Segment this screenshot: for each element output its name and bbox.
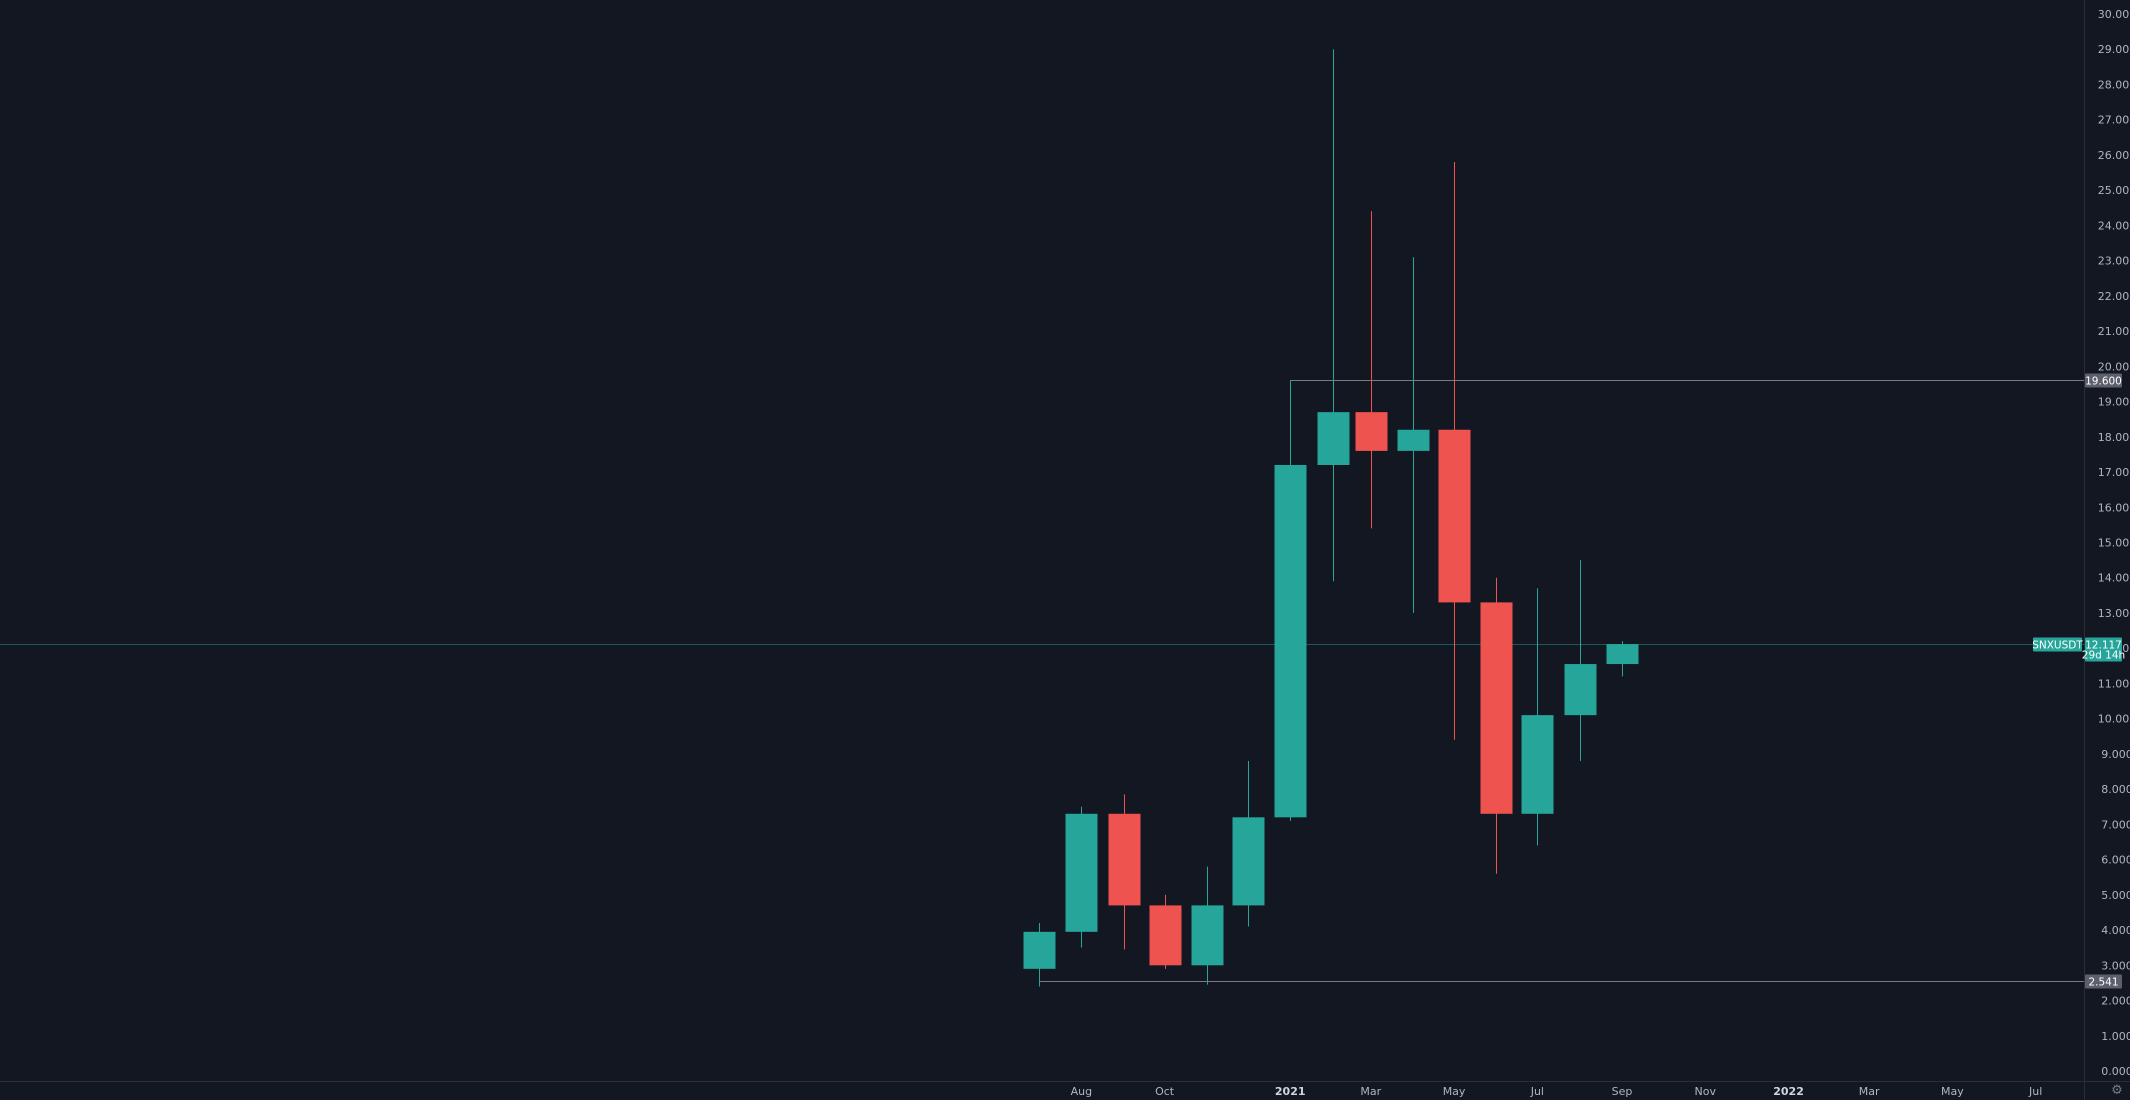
level-tag (2085, 373, 2122, 388)
candle-body-down (1438, 429, 1471, 603)
x-tick-label: 2021 (1275, 1085, 1306, 1098)
y-tick-label: 5.000 (2101, 889, 2130, 902)
x-tick-label: Sep (1612, 1085, 1633, 1098)
x-tick-label: Mar (1360, 1085, 1381, 1098)
candle-body-up (1606, 644, 1639, 665)
y-tick-label: 27.000 (2098, 114, 2130, 127)
candle-body-up (1274, 464, 1307, 818)
x-tick-label: Oct (1155, 1085, 1175, 1098)
symbol-tag (2033, 637, 2082, 652)
y-tick-label: 24.000 (2098, 219, 2130, 232)
y-tick-label: 8.000 (2101, 783, 2130, 796)
candle-body-up (1564, 664, 1597, 716)
y-tick-label: 20.000 (2098, 360, 2130, 373)
x-tick-label: Jul (2028, 1085, 2042, 1098)
x-tick-label: May (1941, 1085, 1964, 1098)
last-price-tag (2085, 637, 2122, 662)
candle-body-down (1355, 412, 1388, 451)
x-tick-label: 2022 (1773, 1085, 1804, 1098)
y-tick-label: 0.000 (2101, 1065, 2130, 1078)
y-tick-label: 6.000 (2101, 854, 2130, 867)
candle-body-up (1065, 813, 1098, 932)
y-tick-label: 14.000 (2098, 572, 2130, 585)
y-tick-label: 25.000 (2098, 184, 2130, 197)
y-tick-label: 30.000 (2098, 8, 2130, 21)
y-tick-label: 11.000 (2098, 677, 2130, 690)
y-tick-label: 2.000 (2101, 995, 2130, 1008)
y-tick-label: 16.000 (2098, 501, 2130, 514)
candle-body-up (1023, 931, 1056, 969)
y-tick-label: 9.000 (2101, 748, 2130, 761)
x-tick-label: Aug (1071, 1085, 1092, 1098)
x-tick-label: Jul (1530, 1085, 1544, 1098)
last-price-label: 12.117 (2085, 640, 2122, 652)
chart-settings-icon[interactable]: ⚙ (2111, 1083, 2123, 1098)
candle-body-down (1480, 602, 1513, 814)
y-tick-label: 13.000 (2098, 607, 2130, 620)
y-tick-label: 29.000 (2098, 43, 2130, 56)
x-tick-label: May (1443, 1085, 1466, 1098)
y-tick-label: 7.000 (2101, 818, 2130, 831)
y-tick-label: 28.000 (2098, 78, 2130, 91)
x-tick-label: Mar (1859, 1085, 1880, 1098)
y-tick-label: 1.000 (2101, 1030, 2130, 1043)
level-tag-label: 19.600 (2085, 376, 2122, 388)
y-tick-label: 23.000 (2098, 255, 2130, 268)
y-tick-label: 21.000 (2098, 325, 2130, 338)
level-tag (2085, 974, 2122, 989)
candle-body-down (1108, 813, 1141, 906)
y-tick-label: 17.000 (2098, 466, 2130, 479)
y-tick-label: 26.000 (2098, 149, 2130, 162)
y-tick-label: 22.000 (2098, 290, 2130, 303)
y-tick-label: 10.000 (2098, 713, 2130, 726)
y-tick-label: 15.000 (2098, 537, 2130, 550)
candle-body-up (1317, 412, 1350, 465)
countdown-label: 29d 14h (2082, 650, 2125, 662)
candle-body-up (1521, 715, 1554, 814)
candle-body-up (1191, 905, 1224, 966)
level-tag-label: 2.541 (2088, 977, 2118, 989)
y-tick-label: 3.000 (2101, 959, 2130, 972)
symbol-tag-label: SNXUSDT (2032, 640, 2083, 652)
y-tick-label: 19.000 (2098, 396, 2130, 409)
candle-body-up (1397, 429, 1430, 451)
y-tick-label: 18.000 (2098, 431, 2130, 444)
candle-body-down (1149, 905, 1182, 966)
y-tick-label: 4.000 (2101, 924, 2130, 937)
candle-body-up (1232, 817, 1265, 906)
x-tick-label: Nov (1695, 1085, 1717, 1098)
